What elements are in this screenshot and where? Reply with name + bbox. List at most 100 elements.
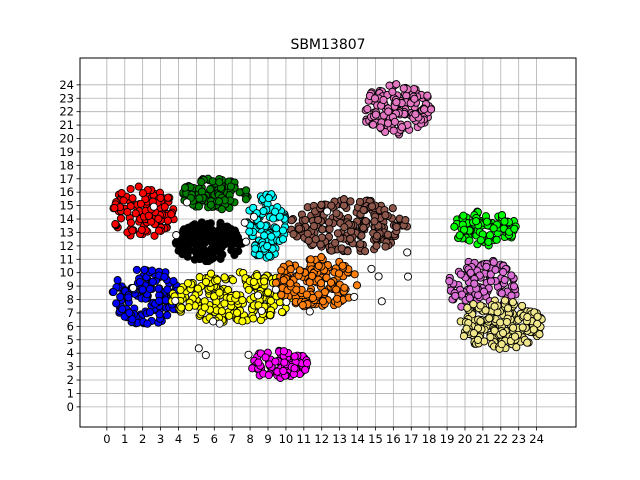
data-point (271, 357, 280, 366)
data-point (225, 235, 234, 244)
data-point (260, 231, 269, 240)
data-point (287, 216, 296, 225)
data-point (359, 205, 368, 215)
data-point (148, 266, 157, 275)
data-point (200, 228, 209, 237)
y-tick-label: 7 (67, 306, 74, 320)
data-point (476, 301, 485, 310)
data-point (332, 209, 341, 218)
data-point (244, 350, 253, 359)
data-point (163, 216, 172, 225)
data-point (333, 294, 342, 303)
data-point (214, 197, 224, 206)
y-tick-label: 11 (59, 252, 74, 266)
y-tick-label: 15 (59, 199, 74, 213)
data-point (259, 206, 268, 216)
y-tick-label: 0 (67, 400, 74, 414)
data-point (249, 314, 258, 323)
data-point (129, 283, 138, 293)
x-tick-label: 10 (279, 432, 294, 446)
data-point (206, 248, 215, 257)
data-point (343, 247, 352, 256)
data-point (124, 293, 133, 302)
data-point (263, 242, 272, 251)
data-point (163, 193, 173, 202)
data-point (216, 253, 225, 263)
data-points (108, 80, 546, 382)
data-point (401, 216, 410, 225)
data-point (359, 223, 368, 232)
data-point (470, 279, 479, 288)
data-point (201, 351, 210, 360)
data-point (140, 265, 149, 274)
data-point (217, 205, 226, 214)
data-point (119, 196, 128, 205)
data-point (463, 303, 472, 312)
data-point (278, 226, 288, 235)
data-point (118, 305, 127, 314)
data-point (117, 189, 126, 198)
data-point (381, 211, 390, 220)
x-tick-label: 5 (193, 432, 200, 446)
data-point (279, 347, 288, 356)
x-tick-label: 19 (440, 432, 455, 446)
data-point (113, 276, 122, 285)
data-point (309, 222, 319, 231)
data-point (303, 229, 312, 238)
data-point (206, 219, 215, 228)
data-point (445, 277, 454, 286)
data-point (244, 285, 253, 294)
data-point (317, 279, 326, 288)
data-point (338, 261, 347, 270)
data-point (457, 290, 466, 299)
y-tick-label: 6 (67, 319, 74, 333)
x-tick-label: 16 (386, 432, 401, 446)
data-point (154, 226, 163, 235)
data-point (167, 210, 176, 219)
data-point (255, 251, 264, 260)
data-point (193, 284, 203, 293)
data-point (370, 217, 379, 226)
data-point (301, 365, 310, 374)
data-point (482, 217, 491, 226)
data-point (459, 211, 468, 220)
data-point (138, 189, 147, 198)
y-tick-label: 2 (67, 373, 74, 387)
data-point (491, 265, 500, 274)
data-point (499, 328, 508, 338)
data-point (473, 335, 482, 344)
x-tick-label: 20 (458, 432, 473, 446)
data-point (317, 253, 326, 262)
x-tick-label: 17 (404, 432, 419, 446)
data-point (374, 272, 383, 281)
data-point (327, 246, 336, 255)
data-point (472, 217, 481, 226)
data-point (509, 323, 518, 332)
data-point (459, 332, 468, 341)
data-point (485, 231, 495, 240)
data-point (238, 317, 247, 326)
data-point (319, 297, 328, 306)
data-point (278, 235, 288, 244)
data-point (206, 185, 215, 194)
data-point (499, 268, 508, 277)
data-point (172, 231, 181, 240)
data-point (399, 84, 408, 93)
data-point (317, 200, 326, 209)
data-point (220, 273, 229, 282)
data-point (490, 326, 499, 335)
data-point (411, 110, 420, 119)
data-point (215, 178, 224, 187)
data-point (290, 364, 299, 373)
data-point (485, 314, 494, 323)
data-point (160, 272, 169, 281)
data-point (490, 302, 499, 311)
data-point (503, 304, 513, 313)
data-point (194, 344, 203, 353)
x-tick-label: 21 (476, 432, 491, 446)
data-point (465, 236, 474, 245)
data-point (110, 203, 119, 213)
data-point (510, 332, 520, 341)
data-point (368, 202, 377, 211)
